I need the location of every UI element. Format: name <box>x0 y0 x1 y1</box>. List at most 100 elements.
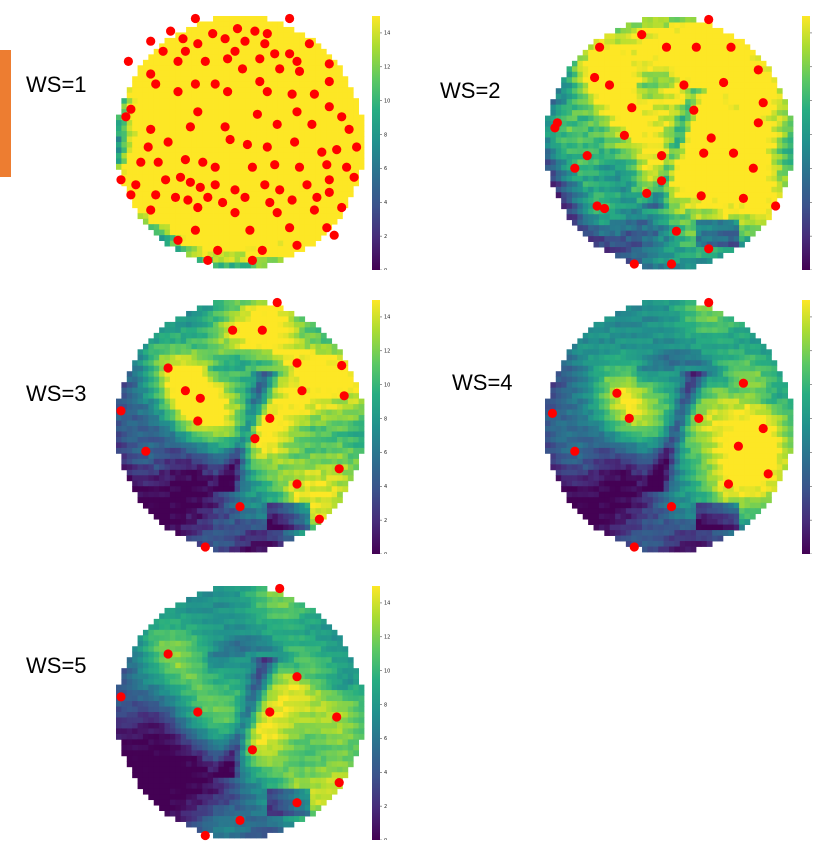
heatmap-cell <box>771 121 778 127</box>
heatmap-cell <box>277 365 284 372</box>
heatmap-cell <box>652 33 659 40</box>
heatmap-cell <box>669 99 675 106</box>
heatmap-cell <box>588 104 594 111</box>
heatmap-cell <box>674 17 681 23</box>
heatmap-cell <box>674 88 681 95</box>
heatmap-cell <box>223 174 230 181</box>
heatmap-cell <box>272 152 279 159</box>
heatmap-cell <box>695 115 702 122</box>
heatmap-cell <box>293 415 300 421</box>
heatmap-cell <box>695 252 702 259</box>
heatmap-cell <box>207 92 214 99</box>
heatmap-cell <box>717 38 724 45</box>
heatmap-cell <box>749 192 756 199</box>
heatmap-cell <box>669 77 675 84</box>
heatmap-cell <box>202 409 209 416</box>
heatmap-cell <box>175 415 182 421</box>
marker-point <box>190 13 200 24</box>
heatmap-cell <box>250 398 257 405</box>
heatmap-cell <box>304 382 311 389</box>
heatmap-cell <box>229 502 236 509</box>
heatmap-cell <box>760 203 767 210</box>
heatmap-cell <box>191 163 198 170</box>
heatmap-cell <box>240 257 246 263</box>
heatmap-cell <box>283 338 289 345</box>
heatmap-cell <box>598 104 605 111</box>
heatmap-cell <box>207 431 214 438</box>
heatmap-cell <box>256 382 262 389</box>
heatmap-cell <box>701 230 708 237</box>
heatmap-cell <box>766 203 772 210</box>
heatmap-cell <box>299 142 306 148</box>
heatmap-cell <box>288 109 295 116</box>
heatmap-cell <box>577 71 584 78</box>
heatmap-cell <box>353 415 360 421</box>
heatmap-cell <box>320 229 327 236</box>
heatmap-cell <box>722 38 729 45</box>
heatmap-cell <box>229 332 236 339</box>
heatmap-cell <box>647 175 654 182</box>
heatmap-cell <box>337 87 343 94</box>
heatmap-cell <box>598 82 605 89</box>
heatmap-cell <box>728 66 735 73</box>
heatmap-cell <box>180 420 187 427</box>
heatmap-cell <box>180 409 187 416</box>
heatmap-cell <box>733 203 740 210</box>
heatmap-cell <box>153 502 160 509</box>
heatmap-cell <box>191 365 198 372</box>
heatmap-cell <box>277 409 284 416</box>
heatmap-cell <box>722 236 729 243</box>
heatmap-cell <box>331 125 338 132</box>
marker-point <box>704 14 714 25</box>
heatmap-cell <box>218 475 225 482</box>
heatmap-cell <box>175 81 182 88</box>
heatmap-cell <box>320 191 327 198</box>
heatmap-cell <box>175 365 182 372</box>
heatmap-cell <box>175 218 182 225</box>
heatmap-cell <box>142 475 149 482</box>
heatmap-cell <box>153 131 160 137</box>
heatmap-cell <box>733 214 740 221</box>
heatmap-cell <box>550 164 557 171</box>
heatmap-cell <box>293 152 300 159</box>
heatmap-cell <box>132 109 138 116</box>
heatmap-cell <box>353 152 360 159</box>
heatmap-cell <box>582 170 589 177</box>
heatmap-cell <box>218 404 225 410</box>
heatmap-cell <box>256 70 262 77</box>
heatmap-cell <box>304 349 311 356</box>
heatmap-cell <box>250 98 257 105</box>
heatmap-cell <box>636 49 643 56</box>
heatmap-cell <box>299 246 306 252</box>
heatmap-cell <box>679 121 686 127</box>
heatmap-cell <box>272 191 279 198</box>
heatmap-cell <box>561 99 567 106</box>
heatmap-cell <box>728 55 735 62</box>
heatmap-cell <box>229 43 236 50</box>
heatmap-cell <box>299 382 306 389</box>
marker-point <box>324 175 334 185</box>
heatmap-cell <box>566 203 573 210</box>
marker-point <box>657 176 667 186</box>
heatmap-cell <box>690 93 697 100</box>
heatmap-cell <box>293 76 300 83</box>
heatmap-cell <box>283 120 289 126</box>
heatmap-cell <box>196 65 203 72</box>
heatmap-cell <box>234 398 241 405</box>
heatmap-cell <box>159 207 165 214</box>
heatmap-cell <box>620 170 627 177</box>
heatmap-cell <box>250 376 257 383</box>
heatmap-cell <box>609 126 616 133</box>
heatmap-cell <box>331 185 338 192</box>
heatmap-cell <box>337 453 343 460</box>
marker-point <box>294 66 305 76</box>
heatmap-cell <box>261 114 268 121</box>
heatmap-cell <box>658 99 665 106</box>
heatmap-cell <box>283 26 289 33</box>
heatmap-cell <box>685 44 691 51</box>
heatmap-cell <box>169 382 176 389</box>
heatmap-cell <box>625 230 632 237</box>
heatmap-cell <box>272 371 279 378</box>
heatmap-cell <box>234 163 241 170</box>
heatmap-cell <box>272 387 279 394</box>
